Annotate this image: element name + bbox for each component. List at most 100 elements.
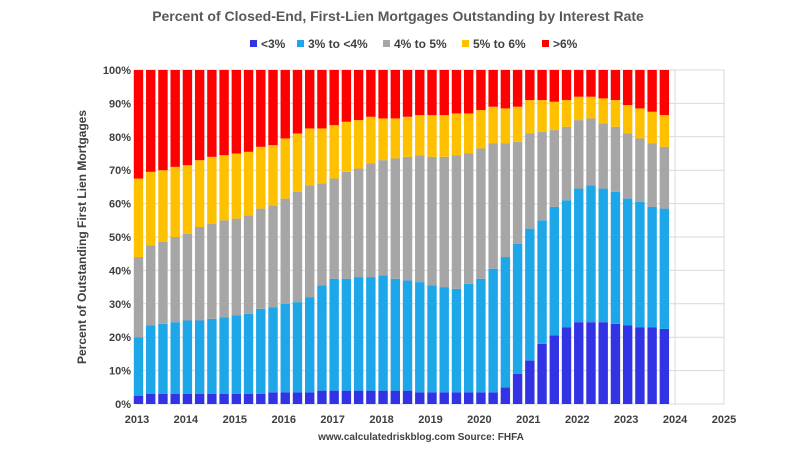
- bar-segment-5to6: [549, 101, 559, 131]
- bar-segment-lt3: [231, 393, 242, 404]
- legend-label: <3%: [261, 37, 286, 51]
- bar-segment-4to5: [488, 143, 498, 269]
- bar-segment-5to6: [525, 100, 535, 134]
- bar-segment-3to4: [231, 315, 242, 394]
- legend-swatch: [462, 40, 469, 47]
- bar-segment-5to6: [476, 110, 486, 149]
- bar-segment-5to6: [488, 106, 498, 144]
- bar-segment-lt3: [463, 392, 474, 404]
- bar-segment-lt3: [500, 387, 511, 404]
- bar-segment-4to5: [622, 133, 633, 199]
- bar-segment-5to6: [647, 111, 657, 144]
- x-tick-label: 2016: [272, 414, 296, 426]
- bar-segment-4to5: [525, 133, 535, 229]
- bar-segment-lt3: [561, 327, 572, 404]
- bar-segment-4to5: [476, 148, 486, 279]
- bar-segment-5to6: [256, 146, 266, 209]
- bar-segment-3to4: [500, 257, 511, 388]
- bar-segment-5to6: [268, 145, 278, 206]
- legend-swatch: [542, 40, 549, 47]
- bar-segment-gt6: [353, 70, 364, 121]
- bar-segment-4to5: [329, 178, 339, 279]
- bar-segment-lt3: [586, 322, 596, 404]
- bar-segment-gt6: [586, 70, 596, 97]
- bar-segment-4to5: [463, 153, 474, 284]
- legend-swatch: [383, 40, 390, 47]
- x-tick-label: 2020: [467, 414, 491, 426]
- x-tick-label: 2019: [418, 414, 442, 426]
- bar-segment-lt3: [317, 390, 327, 404]
- bar-segment-3to4: [268, 307, 278, 393]
- x-tick-label: 2021: [516, 414, 540, 426]
- bar-segment-lt3: [635, 327, 645, 404]
- bar-segment-4to5: [586, 118, 596, 186]
- y-tick-label: 100%: [103, 65, 131, 77]
- bar-segment-5to6: [586, 96, 596, 119]
- bar-segment-5to6: [305, 128, 315, 186]
- bar-segment-3to4: [353, 277, 364, 391]
- bar-segment-5to6: [158, 170, 168, 243]
- bar-segment-lt3: [256, 393, 266, 404]
- bar-segment-4to5: [305, 185, 315, 298]
- bar-segment-lt3: [182, 393, 193, 404]
- bar-segment-4to5: [341, 171, 352, 279]
- bar-segment-3to4: [525, 228, 535, 361]
- bar-segment-4to5: [133, 257, 144, 338]
- bar-segment-5to6: [610, 100, 621, 127]
- bar-segment-3to4: [574, 188, 584, 323]
- bar-segment-4to5: [402, 156, 413, 281]
- bar-segment-lt3: [341, 390, 352, 404]
- bar-segment-gt6: [574, 70, 584, 97]
- bar-segment-5to6: [317, 128, 327, 184]
- bar-segment-lt3: [622, 325, 633, 404]
- bar-segment-gt6: [231, 70, 242, 154]
- bar-segment-3to4: [451, 288, 462, 393]
- y-tick-label: 50%: [109, 232, 131, 244]
- bar-segment-5to6: [182, 165, 193, 234]
- bar-segment-lt3: [488, 392, 498, 404]
- bar-segment-3to4: [537, 220, 547, 344]
- bar-segment-5to6: [390, 118, 401, 159]
- bar-segment-3to4: [476, 278, 486, 393]
- bar-segment-4to5: [170, 237, 180, 323]
- x-tick-label: 2013: [125, 414, 149, 426]
- bar-segment-3to4: [586, 185, 596, 323]
- bar-segment-5to6: [451, 113, 462, 156]
- bar-segment-3to4: [390, 278, 401, 391]
- bar-segment-gt6: [427, 70, 437, 116]
- bar-segment-gt6: [512, 70, 523, 107]
- bar-segment-lt3: [194, 393, 205, 404]
- x-axis-ticks: 2013 2014 2015 2016 2017 2018 2019 2020 2021 2022…: [125, 414, 736, 426]
- bar-segment-5to6: [231, 153, 242, 219]
- bar-segment-3to4: [146, 325, 156, 394]
- bar-segment-gt6: [537, 70, 547, 101]
- bar-segment-5to6: [659, 115, 670, 147]
- bar-segment-lt3: [512, 373, 523, 404]
- bar-segment-gt6: [170, 70, 180, 167]
- bar-segment-5to6: [243, 151, 254, 216]
- bar-segment-3to4: [427, 285, 437, 393]
- bar-segment-gt6: [598, 70, 608, 99]
- bar-segment-4to5: [390, 158, 401, 279]
- bar-segment-lt3: [610, 323, 621, 404]
- bar-segment-lt3: [133, 395, 144, 404]
- bar-segment-3to4: [659, 208, 670, 329]
- bar-segment-gt6: [378, 70, 388, 119]
- bar-segment-5to6: [353, 120, 364, 169]
- bar-segment-3to4: [194, 320, 205, 394]
- bar-segment-4to5: [231, 218, 242, 316]
- bar-segment-5to6: [537, 100, 547, 132]
- bar-segment-4to5: [500, 143, 511, 258]
- bar-segment-lt3: [146, 393, 156, 404]
- bar-segment-lt3: [574, 322, 584, 404]
- bar-segment-3to4: [366, 277, 376, 391]
- legend-swatch: [297, 40, 304, 47]
- bar-segment-gt6: [451, 70, 462, 114]
- bar-segment-3to4: [305, 297, 315, 393]
- bar-segment-gt6: [402, 70, 413, 117]
- bar-segment-gt6: [256, 70, 266, 147]
- bar-segment-5to6: [512, 106, 523, 142]
- bar-segment-gt6: [390, 70, 401, 119]
- x-tick-label: 2025: [712, 414, 736, 426]
- bar-segment-5to6: [292, 133, 303, 192]
